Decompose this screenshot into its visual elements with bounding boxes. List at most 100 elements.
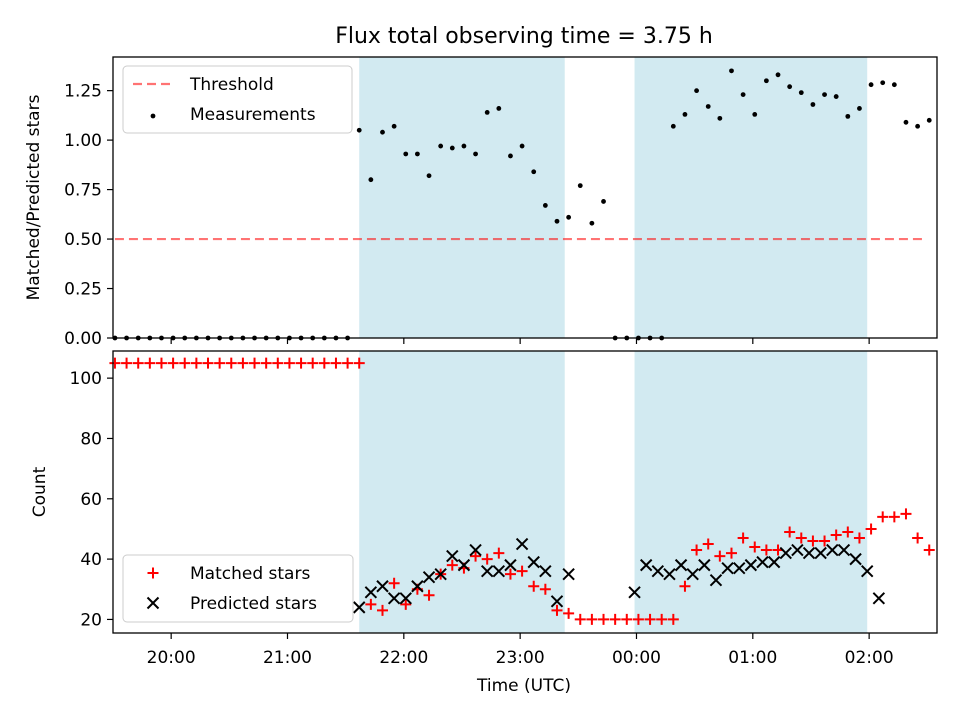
measurements-point xyxy=(763,78,769,84)
y-tick-label: 60 xyxy=(80,490,102,510)
matched-stars-point xyxy=(632,613,644,625)
matched-stars-point xyxy=(551,604,563,616)
predicted-stars-point xyxy=(837,543,851,557)
legend-matched-label: Matched stars xyxy=(190,564,310,584)
measurements-point xyxy=(868,82,874,88)
measurements-point xyxy=(694,88,699,94)
matched-stars-point xyxy=(609,613,621,625)
axes-frame xyxy=(112,56,938,339)
x-tick-label: 20:00 xyxy=(147,648,196,668)
predicted-stars-point xyxy=(686,567,699,581)
measurements-point xyxy=(926,117,932,123)
y-tick-label: 0.00 xyxy=(64,329,102,349)
bottom-y-axis-label: Count xyxy=(30,466,50,517)
legend-measurements-label: Measurements xyxy=(190,105,316,125)
measurements-point xyxy=(368,177,374,183)
predicted-stars-point xyxy=(515,537,529,551)
y-tick-label: 40 xyxy=(80,550,102,570)
predicted-stars-point xyxy=(387,592,401,605)
matched-stars-point xyxy=(295,357,307,369)
matched-stars-point xyxy=(819,535,831,547)
measurements-point xyxy=(566,214,572,220)
matched-stars-point xyxy=(621,613,633,625)
measurements-point xyxy=(519,143,525,149)
predicted-stars-point xyxy=(469,543,482,557)
matched-stars-point xyxy=(725,547,737,559)
matched-stars-point xyxy=(714,550,726,562)
legend-box xyxy=(122,554,354,623)
measurements-point xyxy=(380,129,385,135)
legend-measurements-swatch xyxy=(150,113,156,119)
matched-stars-point xyxy=(318,357,330,369)
matched-stars-point xyxy=(400,598,412,610)
matched-stars-point xyxy=(528,580,540,592)
measurements-point xyxy=(356,127,362,133)
measurements-point xyxy=(787,84,793,90)
matched-stars-point xyxy=(702,538,714,550)
predicted-stars-point xyxy=(651,564,665,578)
legend-matched-swatch xyxy=(147,567,159,579)
matched-stars-point xyxy=(888,511,900,523)
bottom-axes-frame xyxy=(112,350,938,634)
matched-stars-point xyxy=(563,607,575,619)
measurements-point xyxy=(670,123,676,129)
predicted-stars-point xyxy=(639,558,653,572)
matched-stars-point xyxy=(737,532,749,544)
top-axes-frame xyxy=(112,56,938,339)
matched-stars-point xyxy=(272,357,284,369)
predicted-stars-point xyxy=(791,543,804,557)
measurements-point xyxy=(542,203,548,208)
measurements-point xyxy=(484,110,490,115)
y-tick-label: 0.75 xyxy=(64,181,102,201)
measurements-point xyxy=(705,104,711,109)
matched-stars-point xyxy=(353,357,365,369)
x-tick-label: 00:00 xyxy=(612,648,661,668)
matched-stars-point xyxy=(865,523,877,535)
matched-stars-point xyxy=(283,357,295,369)
observing-window-shade xyxy=(634,57,868,338)
top-x-ticks xyxy=(170,338,870,344)
matched-stars-point xyxy=(225,357,237,369)
matched-stars-point xyxy=(877,511,889,523)
matched-stars-point xyxy=(109,357,121,369)
top-legend: Threshold Measurements xyxy=(122,65,353,134)
matched-stars-point xyxy=(202,357,214,369)
measurements-point xyxy=(880,80,886,86)
measurements-point xyxy=(775,72,781,78)
measurements-point xyxy=(461,143,467,149)
legend-threshold-label: Threshold xyxy=(189,75,274,95)
predicted-stars-point xyxy=(744,558,758,572)
y-tick-label: 0.50 xyxy=(64,230,102,250)
matched-stars-point xyxy=(539,583,551,595)
matched-stars-point xyxy=(179,357,191,369)
matched-stars-point xyxy=(249,357,261,369)
y-tick-label: 0.25 xyxy=(64,280,102,300)
y-tick-label: 20 xyxy=(80,610,102,630)
measurements-point xyxy=(903,119,909,125)
predicted-stars-point xyxy=(480,564,494,578)
matched-stars-point xyxy=(679,580,691,592)
predicted-stars-point xyxy=(674,558,688,572)
measurements-point xyxy=(891,82,897,88)
matched-stars-point xyxy=(656,613,668,625)
matched-stars-point xyxy=(795,532,807,544)
matched-stars-point xyxy=(842,526,854,538)
bottom-x-ticks: 20:00 21:00 22:00 23:00 00:00 01:00 02:00 xyxy=(147,633,894,668)
bottom-y-ticks: 20 40 60 80 100 xyxy=(70,369,113,630)
matched-stars-point xyxy=(446,559,458,571)
matched-stars-point xyxy=(470,550,482,562)
measurements-point xyxy=(554,218,560,224)
matched-stars-point xyxy=(376,604,388,616)
matched-stars-point xyxy=(900,508,912,520)
matched-stars-point xyxy=(481,553,493,565)
predicted-stars-point xyxy=(562,567,575,581)
matched-stars-point xyxy=(598,613,610,625)
measurements-point xyxy=(915,123,921,129)
matched-stars-point xyxy=(912,532,924,544)
predicted-stars-point xyxy=(756,555,769,569)
matched-stars-point xyxy=(330,357,342,369)
matched-stars-point xyxy=(155,357,167,369)
measurements-point xyxy=(717,115,723,121)
matched-stars-point xyxy=(760,544,772,556)
matched-stars-point xyxy=(516,565,528,577)
